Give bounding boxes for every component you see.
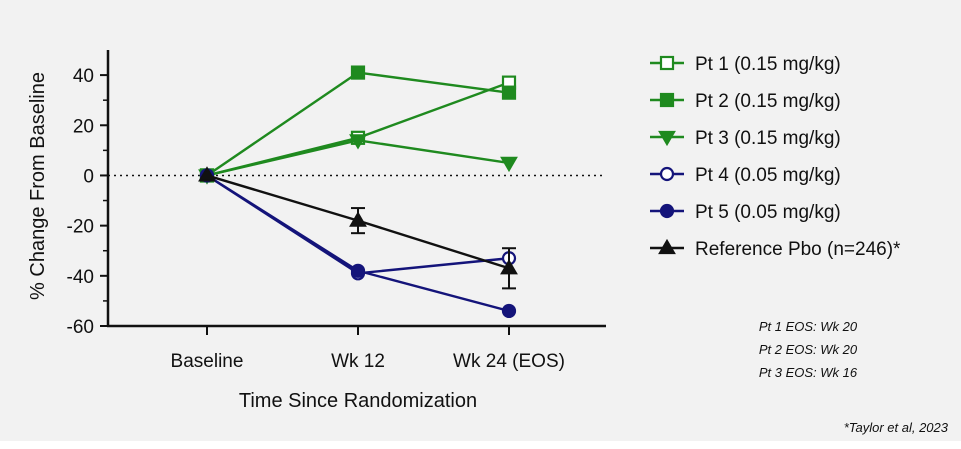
data-point xyxy=(349,134,367,150)
x-tick-label: Wk 24 (EOS) xyxy=(453,351,565,372)
legend-entry-4: Pt 4 (0.05 mg/kg) xyxy=(650,165,841,186)
y-tick-label: 0 xyxy=(83,166,94,187)
legend: Pt 1 (0.15 mg/kg) Pt 2 (0.15 mg/kg) Pt 3 (… xyxy=(650,54,901,260)
bottom-strip xyxy=(0,441,961,449)
y-tick-label: 20 xyxy=(73,116,94,137)
note-pt1-eos: Pt 1 EOS: Wk 20 xyxy=(759,319,858,334)
y-tick-label: -60 xyxy=(67,317,94,338)
legend-entry-2: Pt 2 (0.15 mg/kg) xyxy=(650,91,841,112)
legend-entry-3: Pt 3 (0.15 mg/kg) xyxy=(650,128,841,149)
legend-marker xyxy=(659,55,675,71)
legend-marker xyxy=(658,238,676,255)
legend-marker xyxy=(659,166,675,182)
x-tick-label: Wk 12 xyxy=(331,351,385,372)
axes: -60 -40 -20 0 20 40 Baseline Wk 12 Wk 24 (EOS) xyxy=(67,50,606,372)
data-point xyxy=(501,303,517,319)
legend-marker xyxy=(658,130,676,147)
legend-label: Pt 5 (0.05 mg/kg) xyxy=(695,202,841,223)
legend-entry-5: Pt 5 (0.05 mg/kg) xyxy=(650,202,841,223)
data-point xyxy=(501,85,517,100)
series-6 xyxy=(198,166,518,290)
data-point xyxy=(349,211,367,227)
x-tick-label: Baseline xyxy=(171,351,244,372)
data-point xyxy=(500,156,518,173)
legend-label: Pt 1 (0.15 mg/kg) xyxy=(695,54,841,75)
legend-entry-1: Pt 1 (0.15 mg/kg) xyxy=(650,54,841,75)
y-tick-label: 40 xyxy=(73,66,94,87)
series-line xyxy=(206,81,510,177)
note-pt2-eos: Pt 2 EOS: Wk 20 xyxy=(759,342,858,357)
legend-label: Pt 2 (0.15 mg/kg) xyxy=(695,91,841,112)
y-tick-label: -40 xyxy=(67,267,94,288)
series-5 xyxy=(199,168,517,319)
series-layer xyxy=(198,65,518,319)
y-axis-title: % Change From Baseline xyxy=(27,72,49,300)
data-point xyxy=(350,65,366,80)
legend-marker xyxy=(659,203,675,219)
y-tick-label: -20 xyxy=(67,217,94,238)
data-point xyxy=(500,259,518,275)
legend-marker xyxy=(659,92,675,108)
legend-label: Pt 3 (0.15 mg/kg) xyxy=(695,128,841,149)
data-point xyxy=(198,166,216,182)
series-line xyxy=(206,71,510,177)
legend-label: Pt 4 (0.05 mg/kg) xyxy=(695,165,841,186)
series-line xyxy=(206,174,510,313)
note-pt3-eos: Pt 3 EOS: Wk 16 xyxy=(759,365,858,380)
legend-entry-6: Reference Pbo (n=246)* xyxy=(650,238,901,260)
legend-label: Reference Pbo (n=246)* xyxy=(695,239,901,260)
citation: *Taylor et al, 2023 xyxy=(844,420,949,435)
data-point xyxy=(350,263,366,278)
x-axis-title: Time Since Randomization xyxy=(239,390,477,412)
